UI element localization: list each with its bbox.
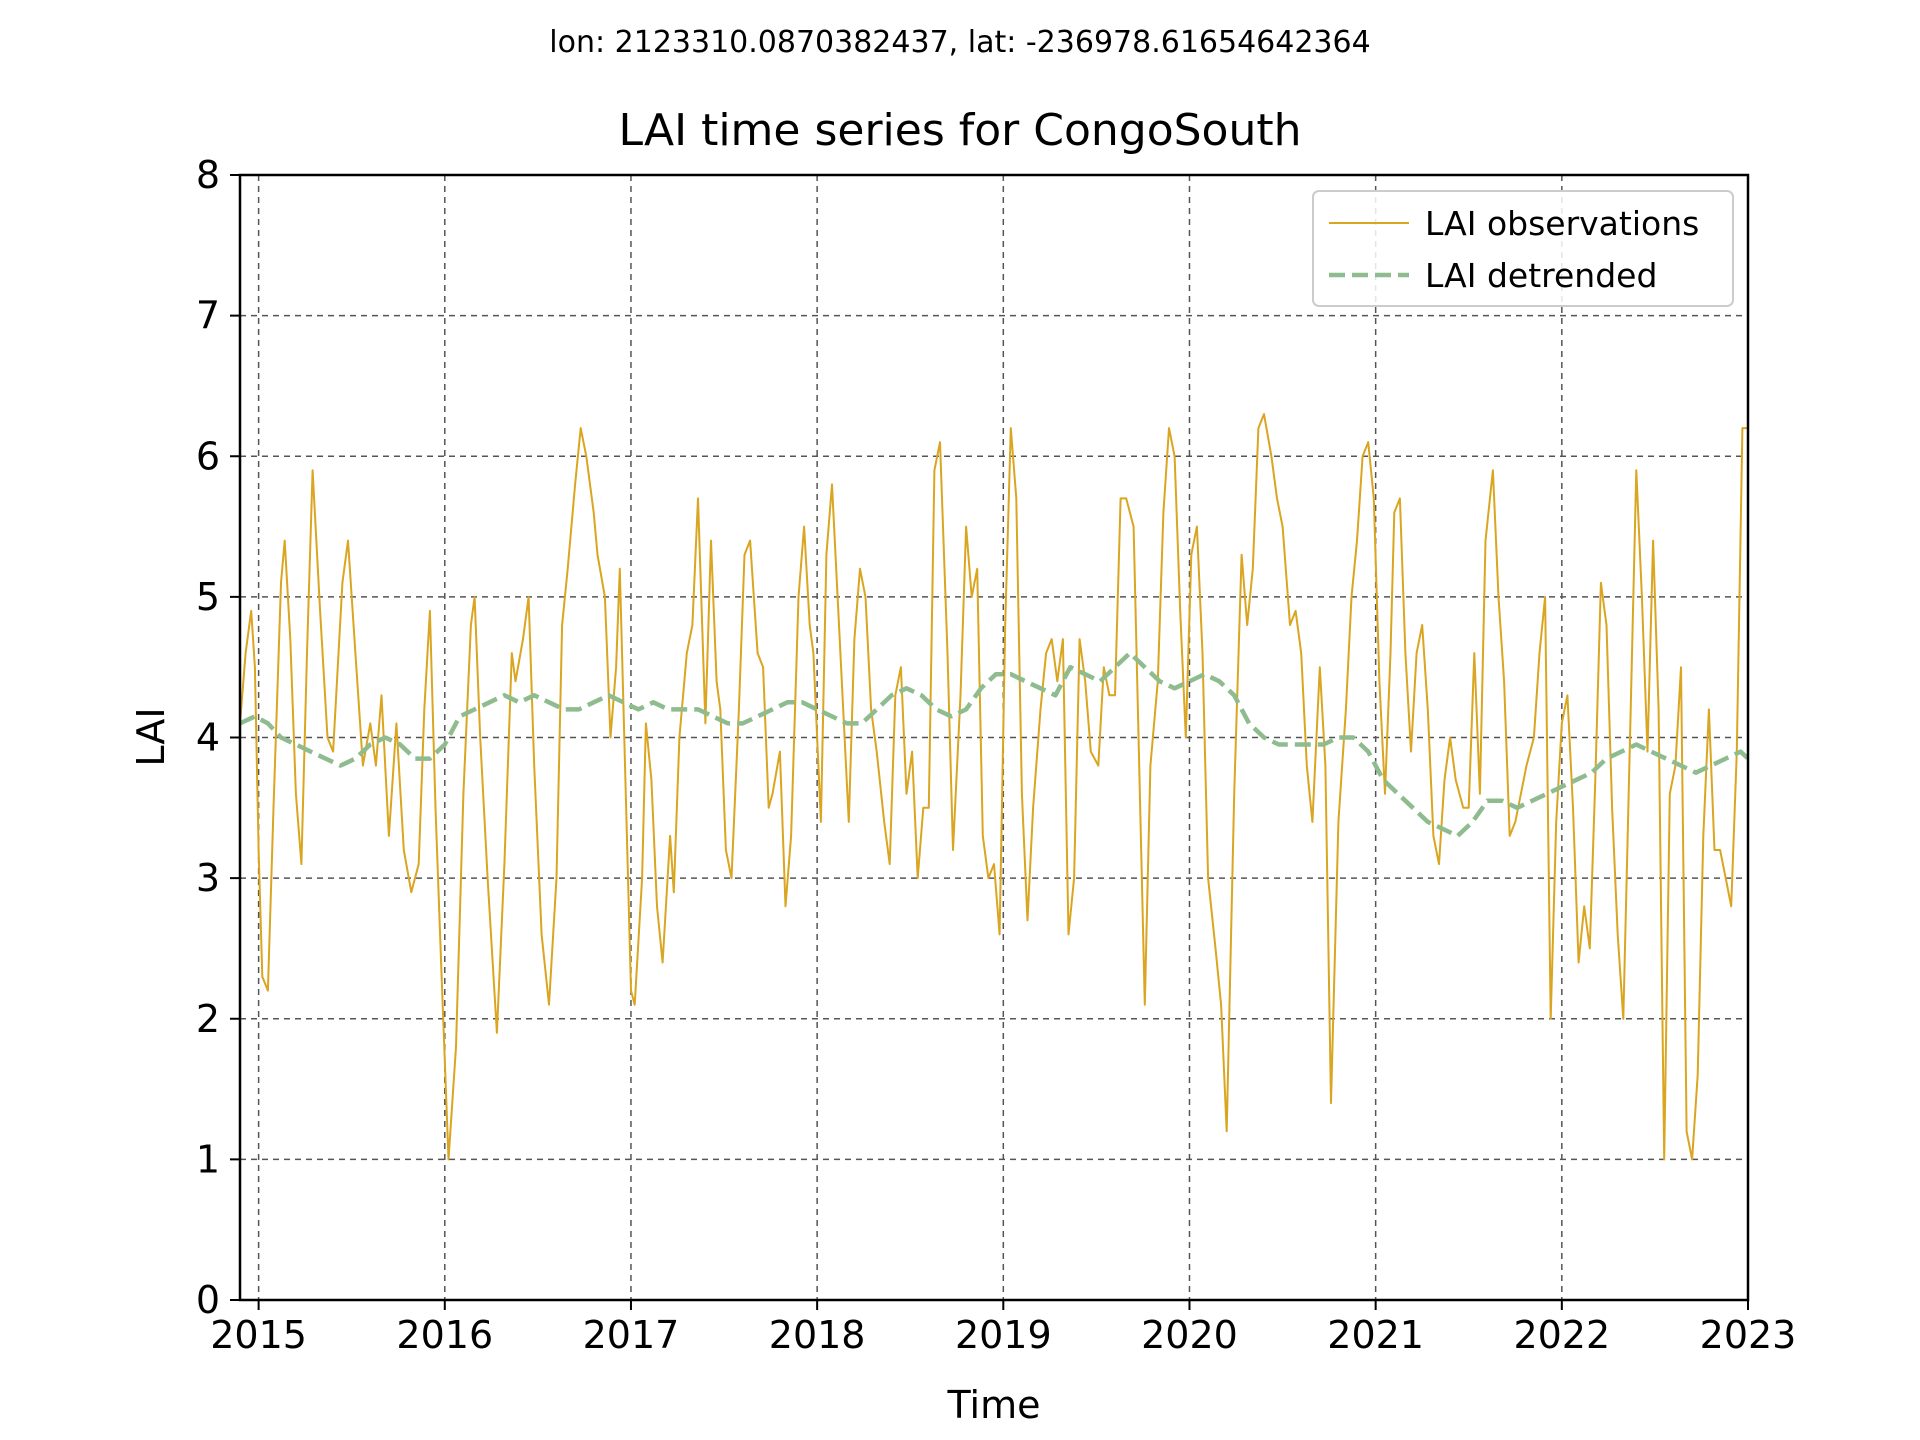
chart-title: LAI time series for CongoSouth [618, 105, 1301, 156]
x-tick-label: 2015 [210, 1313, 307, 1357]
x-tick-label: 2017 [583, 1313, 680, 1357]
y-tick-label: 0 [196, 1278, 220, 1322]
legend-label: LAI observations [1425, 204, 1699, 243]
series-layer [239, 413, 1750, 1161]
legend-box [1312, 190, 1734, 307]
y-axis-label: LAI [129, 707, 173, 766]
x-tick-label: 2019 [955, 1313, 1052, 1357]
x-tick-label: 2016 [396, 1313, 493, 1357]
y-tick-label: 3 [196, 856, 220, 900]
x-tick-label: 2023 [1700, 1313, 1797, 1357]
x-axis-ticks: 2015 2016 2017 2018 2019 2020 2021 2022 2023 [210, 1300, 1796, 1357]
y-tick-label: 8 [196, 153, 220, 197]
legend-label: LAI detrended [1425, 256, 1657, 295]
series-line-1 [239, 413, 1748, 1161]
y-tick-label: 7 [196, 294, 220, 338]
grid-layer [240, 175, 1749, 1300]
y-tick-label: 1 [196, 1137, 220, 1181]
y-tick-label: 6 [196, 434, 220, 478]
y-tick-label: 2 [196, 997, 220, 1041]
x-tick-label: 2020 [1141, 1313, 1238, 1357]
y-axis-ticks: 0 1 2 3 4 5 6 7 8 [196, 153, 240, 1322]
series-line-2 [239, 650, 1750, 839]
y-tick-label: 4 [196, 716, 220, 760]
x-tick-label: 2022 [1513, 1313, 1610, 1357]
x-tick-label: 2018 [769, 1313, 866, 1357]
x-tick-label: 2021 [1327, 1313, 1424, 1357]
y-tick-label: 5 [196, 575, 220, 619]
chart-legend: LAI observations LAI detrended [1312, 190, 1734, 307]
chart-suptitle: lon: 2123310.0870382437, lat: -236978.61… [549, 25, 1370, 60]
x-axis-label: Time [947, 1383, 1041, 1427]
